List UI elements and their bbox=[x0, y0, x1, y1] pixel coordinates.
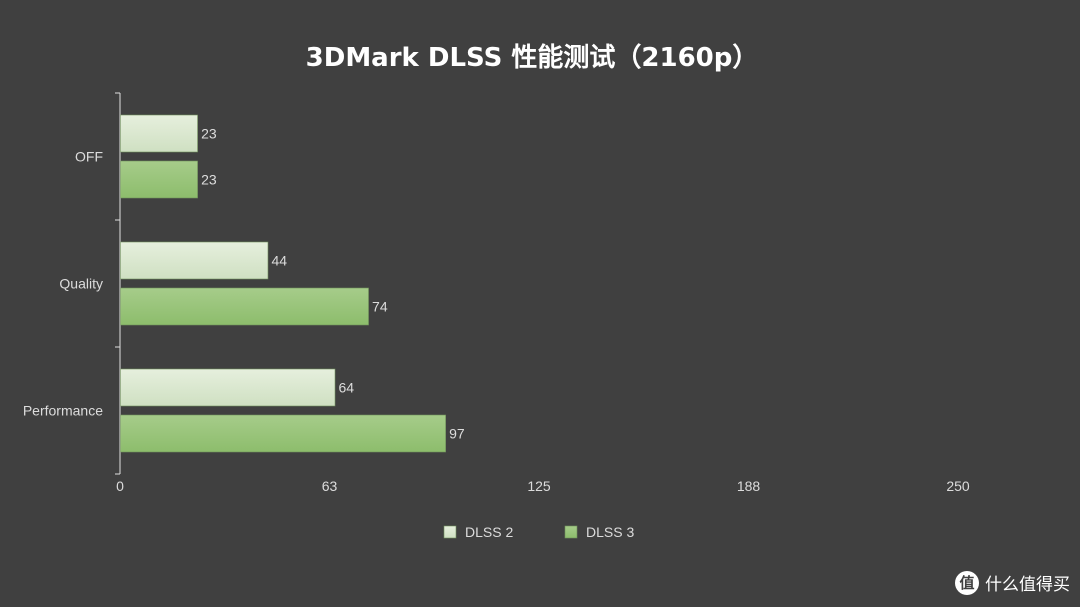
x-tick-label: 0 bbox=[116, 478, 124, 494]
data-label: 97 bbox=[449, 426, 465, 442]
bar-dlss-2 bbox=[120, 241, 269, 280]
category-label: OFF bbox=[75, 149, 103, 165]
legend-swatch bbox=[443, 525, 457, 539]
legend-label: DLSS 3 bbox=[586, 524, 634, 540]
bar-dlss-3 bbox=[120, 414, 446, 453]
legend: DLSS 2 DLSS 3 bbox=[443, 524, 634, 540]
plot-area: OFF 23 23 Quality 44 74 Performance 64 97 0 63 125 1… bbox=[23, 92, 970, 494]
data-label: 23 bbox=[201, 172, 217, 188]
data-label: 23 bbox=[201, 126, 217, 142]
bar-dlss-2 bbox=[120, 114, 198, 153]
data-label: 74 bbox=[372, 299, 388, 315]
bar-dlss-3 bbox=[120, 160, 198, 199]
data-label: 44 bbox=[271, 253, 287, 269]
x-tick-label: 188 bbox=[737, 478, 761, 494]
legend-swatch bbox=[564, 525, 578, 539]
watermark-logo-icon: 值 bbox=[955, 570, 979, 595]
legend-label: DLSS 2 bbox=[465, 524, 513, 540]
x-tick-label: 125 bbox=[527, 478, 551, 494]
watermark-text: 什么值得买 bbox=[985, 575, 1070, 595]
x-tick-label: 250 bbox=[946, 478, 970, 494]
chart-title: 3DMark DLSS 性能测试（2160p） bbox=[306, 42, 759, 73]
bar-dlss-2 bbox=[120, 368, 336, 407]
x-tick-label: 63 bbox=[322, 478, 338, 494]
category-label: Quality bbox=[59, 276, 103, 292]
category-label: Performance bbox=[23, 403, 103, 419]
bar-dlss-3 bbox=[120, 287, 369, 326]
data-label: 64 bbox=[339, 380, 355, 396]
watermark: 值 什么值得买 bbox=[955, 570, 1070, 595]
